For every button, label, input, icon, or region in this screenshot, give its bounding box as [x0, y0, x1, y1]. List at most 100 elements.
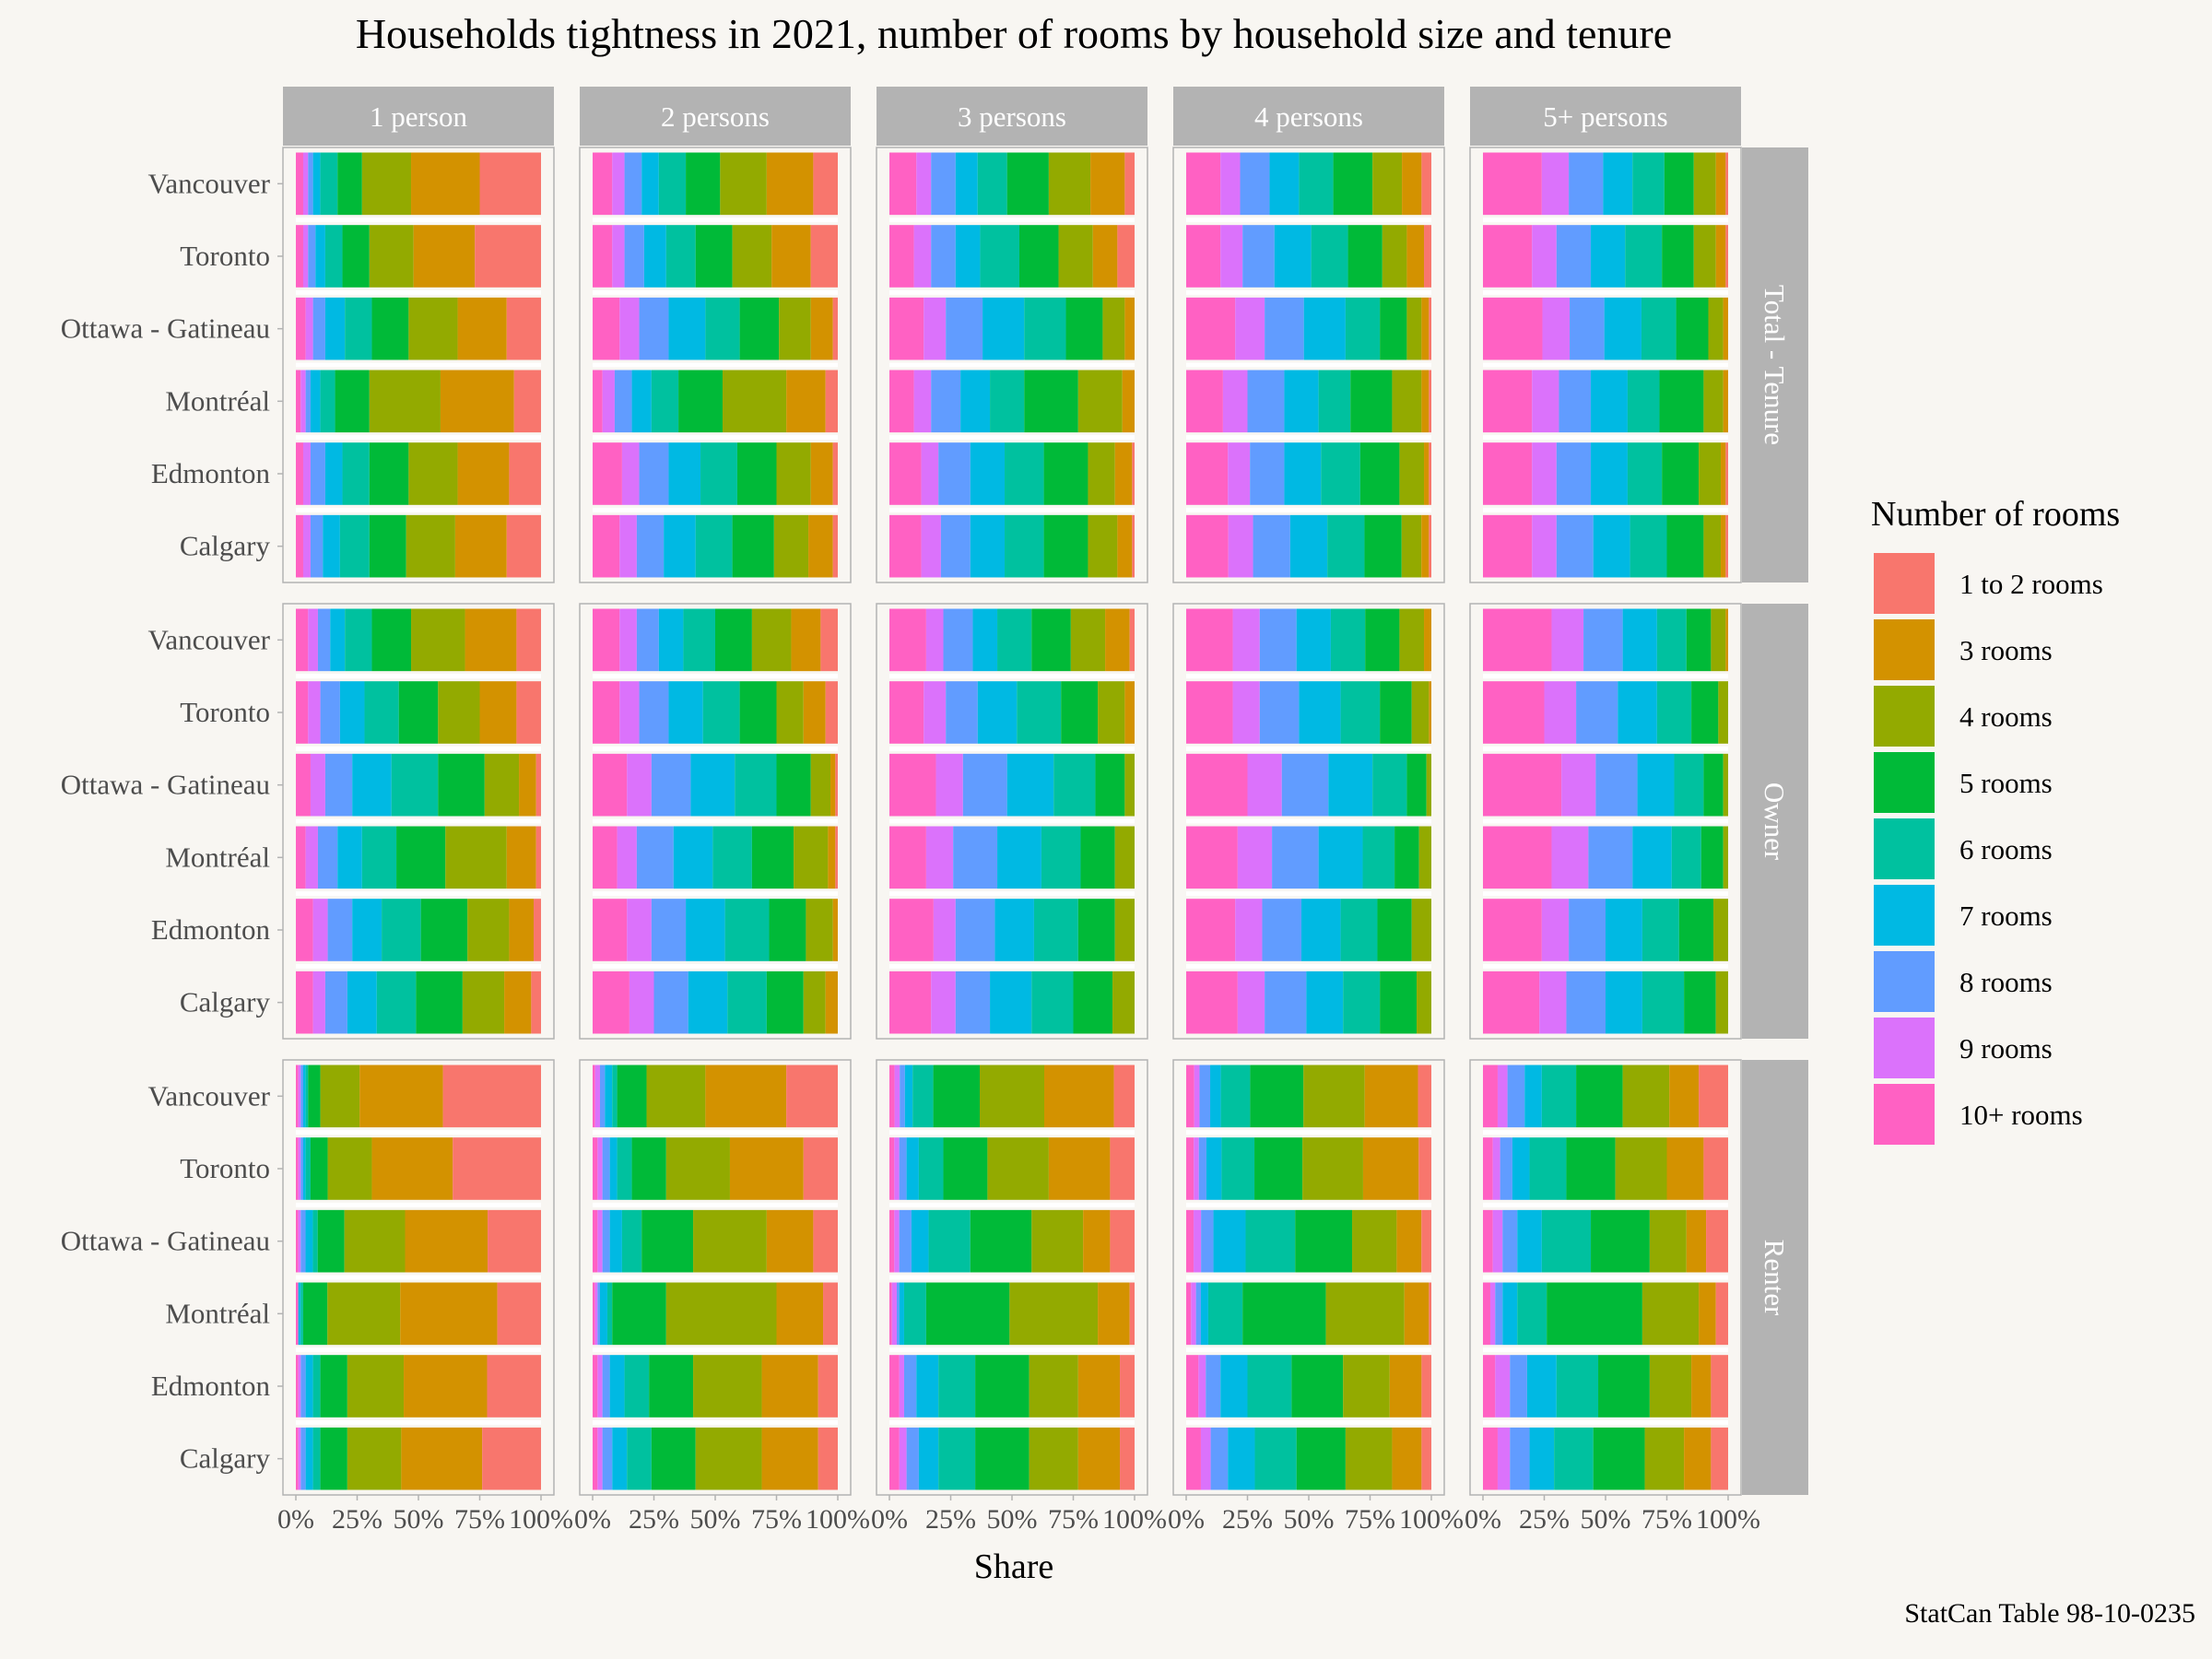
bar-segment-10-rooms: [1186, 442, 1229, 505]
bar-segment-5-rooms: [302, 1282, 328, 1346]
bar-segment-3-rooms: [457, 297, 507, 360]
bar-segment-9-rooms: [933, 899, 956, 961]
bar-segment-5-rooms: [1364, 514, 1402, 578]
bar-segment-7-rooms: [1593, 514, 1630, 578]
bar-segment-10-rooms: [296, 1427, 299, 1490]
bar-segment-10-rooms: [889, 1209, 895, 1273]
bar-segment-5-rooms: [631, 1137, 666, 1200]
bar-segment-4-rooms: [1302, 1137, 1363, 1200]
bar-segment-4-rooms: [1723, 826, 1728, 889]
bar-segment-6-rooms: [320, 152, 338, 216]
x-tick-label: 25%: [1519, 1504, 1570, 1535]
bar-segment-7-rooms: [970, 442, 1006, 505]
bar-segment-4-rooms: [980, 1065, 1044, 1128]
column-strip-1-person: [283, 87, 554, 146]
bar-segment-5-rooms: [1296, 1427, 1346, 1490]
bar-segment-8-rooms: [896, 1282, 900, 1346]
bar-segment-7-rooms: [982, 297, 1025, 360]
bar-segment-3-rooms: [786, 370, 826, 433]
panel-total-tenure-4-persons: [1172, 147, 1445, 583]
bar-segment-9-rooms: [619, 514, 637, 578]
bar-segment-10-rooms: [296, 1282, 299, 1346]
bar-segment-8-rooms: [1510, 1355, 1527, 1418]
bar-segment-10-rooms: [1483, 1427, 1498, 1490]
bar-segment-4-rooms: [1343, 1355, 1390, 1418]
bar-segment-8-rooms: [1588, 826, 1633, 889]
bar-segment-10-rooms: [593, 681, 620, 744]
bar-segment-5-rooms: [715, 608, 752, 672]
bar-segment-3-rooms: [401, 1427, 483, 1490]
bar-segment-3-rooms: [519, 753, 536, 817]
bar-segment-8-rooms: [602, 1209, 610, 1273]
bar-segment-6-rooms: [1033, 899, 1078, 961]
bar-segment-3-rooms: [1699, 1282, 1716, 1346]
bar-segment-4-rooms: [1703, 514, 1722, 578]
bar-segment-3-rooms: [479, 681, 517, 744]
bar-segment-4-rooms: [1708, 297, 1724, 360]
bar-segment-3-rooms: [506, 826, 536, 889]
bar-segment-3-rooms: [1424, 608, 1431, 672]
bar-segment-10-rooms: [593, 225, 613, 288]
bar-segment-1-to-2-rooms: [1429, 297, 1431, 360]
bar-segment-8-rooms: [943, 608, 973, 672]
bar-segment-4-rooms: [1699, 442, 1722, 505]
bar-segment-10-rooms: [1186, 1209, 1194, 1273]
x-tick-label: 75%: [454, 1504, 505, 1535]
legend-title: Number of rooms: [1871, 495, 2120, 534]
bar-segment-7-rooms: [1296, 608, 1331, 672]
bar-segment-4-rooms: [695, 1427, 762, 1490]
bar-segment-4-rooms: [779, 297, 811, 360]
column-strip-label: 2 persons: [661, 100, 770, 133]
bar-segment-1-to-2-rooms: [506, 514, 541, 578]
bar-segment-5-rooms: [1333, 152, 1373, 216]
bar-segment-1-to-2-rooms: [1711, 1355, 1728, 1418]
y-tick-label: Vancouver: [147, 1079, 270, 1112]
bar-segment-3-rooms: [1691, 1355, 1712, 1418]
bar-segment-1-to-2-rooms: [1129, 1282, 1135, 1346]
legend-key-6-rooms: [1874, 818, 1935, 879]
bar-segment-1-to-2-rooms: [1132, 514, 1135, 578]
bar-segment-5-rooms: [371, 297, 409, 360]
bar-segment-1-to-2-rooms: [1429, 370, 1431, 433]
bar-segment-7-rooms: [312, 152, 321, 216]
bar-segment-8-rooms: [1556, 514, 1594, 578]
bar-segment-5-rooms: [396, 826, 446, 889]
bar-segment-10-rooms: [593, 1209, 598, 1273]
bar-segment-7-rooms: [339, 681, 365, 744]
bar-segment-6-rooms: [705, 297, 740, 360]
bar-segment-5-rooms: [335, 370, 370, 433]
bar-segment-10-rooms: [889, 826, 926, 889]
panel-renter-2-persons: [579, 1059, 852, 1496]
bar-segment-5-rooms: [1061, 681, 1099, 744]
bar-segment-10-rooms: [1186, 608, 1233, 672]
bar-segment-5-rooms: [320, 1355, 347, 1418]
bar-segment-3-rooms: [771, 225, 811, 288]
bar-segment-9-rooms: [612, 225, 625, 288]
bar-segment-1-to-2-rooms: [1120, 1427, 1135, 1490]
bar-segment-8-rooms: [1262, 899, 1302, 961]
bar-segment-9-rooms: [1492, 1209, 1503, 1273]
bar-segment-4-rooms: [462, 971, 505, 1034]
bar-segment-9-rooms: [1194, 1137, 1199, 1200]
bar-segment-9-rooms: [597, 1427, 603, 1490]
bar-segment-1-to-2-rooms: [1703, 1137, 1728, 1200]
bar-segment-5-rooms: [933, 1065, 980, 1128]
bar-segment-9-rooms: [310, 753, 325, 817]
bar-segment-5-rooms: [320, 1427, 347, 1490]
bar-segment-8-rooms: [1265, 971, 1307, 1034]
panel-total-tenure-5-persons: [1469, 147, 1742, 583]
bar-segment-7-rooms: [298, 1282, 301, 1346]
y-tick-label: Edmonton: [151, 913, 271, 946]
panel-border: [876, 147, 1148, 583]
y-tick-label: Ottawa - Gatineau: [61, 312, 270, 345]
bar-segment-9-rooms: [1551, 608, 1584, 672]
bar-segment-3-rooms: [1124, 681, 1135, 744]
bar-segment-4-rooms: [1029, 1427, 1078, 1490]
bar-segment-10-rooms: [296, 152, 303, 216]
bar-segment-6-rooms: [1641, 899, 1679, 961]
bar-segment-5-rooms: [398, 681, 439, 744]
bar-segment-10-rooms: [1483, 753, 1562, 817]
y-tick-label: Toronto: [180, 240, 270, 272]
bar-segment-4-rooms: [1417, 971, 1431, 1034]
bar-segment-6-rooms: [305, 1065, 309, 1128]
